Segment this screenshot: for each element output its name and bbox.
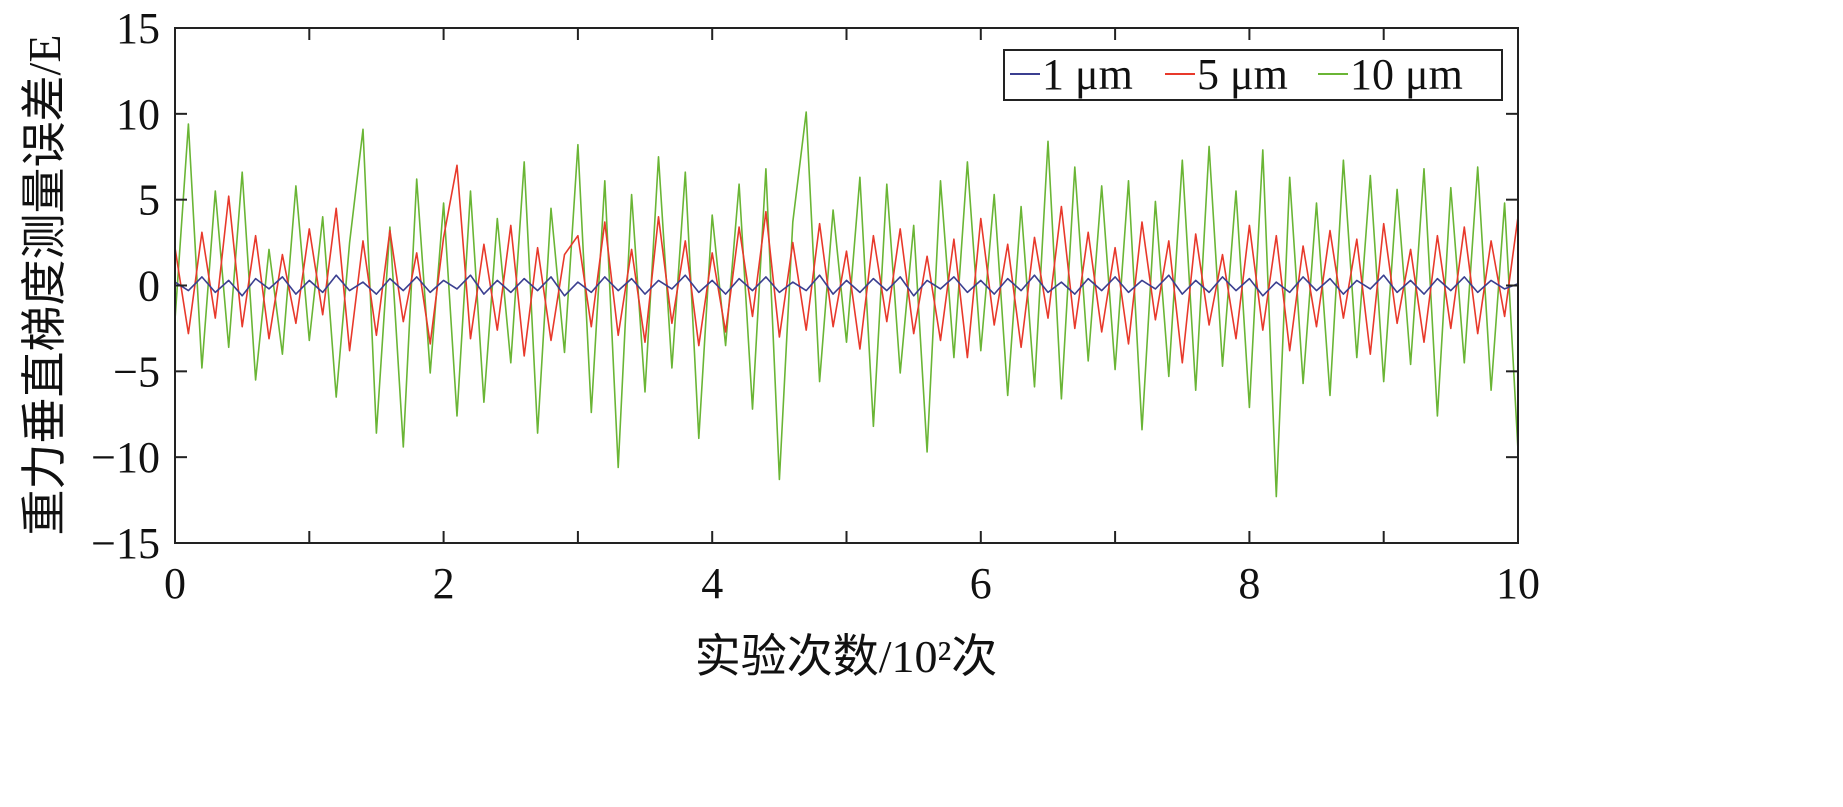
y-tick-label: −5: [113, 347, 160, 396]
y-tick-label: 15: [116, 4, 160, 53]
x-tick-label: 4: [701, 559, 723, 608]
legend-box: [1003, 49, 1503, 101]
plot-frame: [174, 27, 1519, 544]
x-tick-label: 0: [164, 559, 186, 608]
y-tick-label: 10: [116, 90, 160, 139]
series-line-2: [174, 111, 1519, 498]
x-tick-label: 10: [1496, 559, 1540, 608]
y-tick-label: −10: [91, 433, 160, 482]
legend-label: 10 μm: [1350, 50, 1463, 99]
series-line-0: [174, 274, 1519, 297]
x-tick-label: 2: [433, 559, 455, 608]
series-line-1: [174, 164, 1519, 364]
y-tick-label: −15: [91, 519, 160, 568]
legend-label: 1 μm: [1042, 50, 1133, 99]
x-axis-label: 实验次数/10²次: [695, 631, 998, 682]
legend: 1 μm 5 μm 10 μm: [1003, 49, 1503, 101]
y-tick-label: 0: [138, 262, 160, 311]
x-tick-label: 6: [970, 559, 992, 608]
ticks-layer: 0 2 4 6 8 10 15 10 5 0 −5 −10 −15: [91, 4, 1540, 608]
x-tick-label: 8: [1238, 559, 1260, 608]
y-axis-label: 重力垂直梯度测量误差/E: [19, 35, 70, 536]
y-tick-label: 5: [138, 176, 160, 225]
legend-label: 5 μm: [1197, 50, 1288, 99]
series-layer: [174, 111, 1519, 498]
